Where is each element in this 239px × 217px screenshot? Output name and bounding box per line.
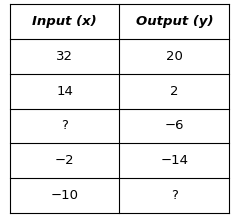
Text: −10: −10 — [50, 189, 79, 202]
Text: 20: 20 — [166, 50, 183, 63]
Text: 2: 2 — [170, 85, 179, 98]
Text: Input (x): Input (x) — [32, 15, 97, 28]
Text: ?: ? — [61, 119, 68, 132]
Text: −14: −14 — [160, 154, 189, 167]
Text: Output (y): Output (y) — [136, 15, 213, 28]
Text: −6: −6 — [165, 119, 184, 132]
Text: 14: 14 — [56, 85, 73, 98]
Text: 32: 32 — [56, 50, 73, 63]
Text: ?: ? — [171, 189, 178, 202]
Text: −2: −2 — [55, 154, 74, 167]
